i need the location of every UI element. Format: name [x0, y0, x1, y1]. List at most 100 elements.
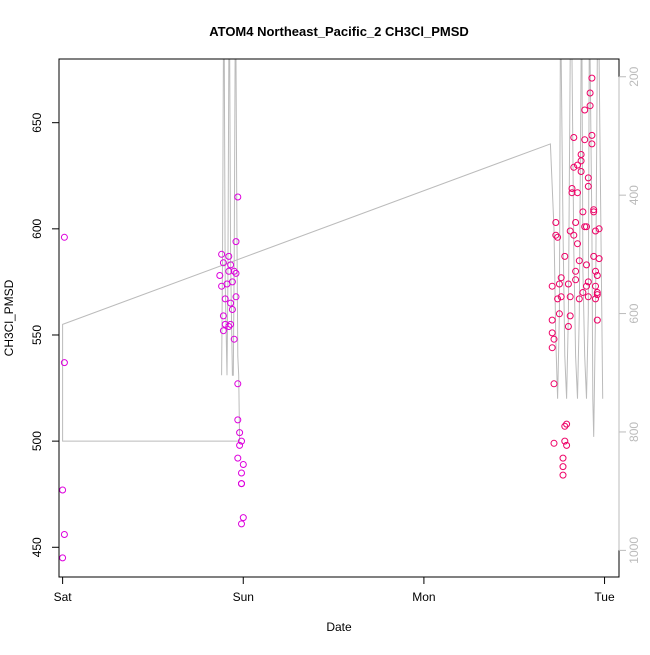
data-point	[561, 437, 569, 445]
data-point	[221, 295, 229, 303]
data-point	[592, 227, 599, 235]
data-point	[593, 289, 601, 296]
points-layer	[59, 74, 603, 562]
data-point	[586, 89, 594, 97]
data-point	[584, 278, 592, 286]
data-point	[588, 131, 596, 139]
data-point	[577, 168, 585, 175]
data-point	[588, 74, 596, 82]
data-point	[557, 293, 565, 301]
right-y-tick-label: 600	[627, 303, 641, 323]
data-point	[234, 380, 242, 388]
data-point	[579, 208, 587, 216]
data-point	[548, 282, 556, 290]
data-point	[234, 193, 242, 201]
data-point	[583, 261, 590, 269]
x-tick-label: Sat	[54, 590, 73, 604]
data-point	[552, 219, 560, 226]
data-point	[563, 420, 571, 428]
data-point	[592, 267, 599, 275]
data-point	[595, 255, 603, 263]
data-point	[574, 189, 581, 197]
data-point	[557, 274, 565, 282]
data-point	[590, 208, 598, 216]
data-point	[228, 306, 236, 313]
data-point	[232, 269, 240, 277]
data-point	[572, 276, 580, 284]
data-point	[584, 182, 592, 190]
y-tick-label: 550	[30, 325, 44, 345]
data-point	[550, 335, 558, 343]
data-point	[225, 323, 233, 330]
data-point	[227, 299, 235, 307]
data-point	[575, 257, 583, 265]
data-point	[236, 429, 244, 437]
data-point	[564, 280, 572, 288]
data-point	[566, 293, 574, 301]
data-point	[225, 252, 233, 260]
data-point	[555, 280, 563, 288]
data-point	[238, 469, 245, 477]
data-point	[554, 295, 562, 303]
data-point	[559, 454, 567, 462]
data-point	[230, 335, 238, 343]
data-point	[563, 441, 571, 449]
data-point	[550, 439, 558, 447]
data-point	[584, 174, 592, 182]
data-point	[227, 261, 235, 269]
x-tick-label: Mon	[412, 590, 435, 604]
y-axis: 450 500 550 600 650	[30, 112, 60, 557]
data-point	[561, 422, 569, 430]
data-point	[219, 259, 227, 267]
data-point	[60, 233, 68, 241]
data-point	[238, 480, 245, 488]
data-point	[566, 227, 574, 235]
right-y-tick-label: 1000	[627, 537, 641, 564]
data-point	[570, 163, 578, 171]
data-point	[584, 293, 592, 301]
data-point	[227, 320, 235, 328]
y-tick-label: 450	[30, 537, 44, 557]
data-point	[574, 161, 581, 169]
data-point	[572, 219, 580, 226]
data-point	[572, 267, 580, 275]
right-y-tick-label: 800	[627, 422, 641, 442]
data-point	[568, 185, 576, 192]
data-point	[238, 437, 245, 445]
chart-title: ATOM4 Northeast_Pacific_2 CH3Cl_PMSD	[209, 24, 469, 39]
data-point	[232, 293, 240, 301]
data-point	[586, 102, 594, 110]
x-tick-label: Tue	[594, 590, 615, 604]
data-point	[550, 380, 558, 388]
data-point	[234, 454, 242, 462]
data-point	[234, 416, 242, 424]
data-point	[236, 441, 244, 449]
data-point	[564, 323, 572, 330]
data-point	[566, 312, 574, 320]
data-point	[554, 233, 562, 241]
data-point	[59, 554, 67, 562]
data-point	[559, 463, 567, 471]
data-point	[593, 316, 601, 324]
data-point	[588, 140, 596, 148]
data-point	[548, 344, 556, 352]
y-tick-label: 650	[30, 112, 44, 132]
data-point	[219, 312, 227, 320]
data-point	[593, 272, 601, 279]
y-axis-title: CH3Cl_PMSD	[2, 279, 16, 356]
data-point	[581, 106, 589, 114]
x-axis-title: Date	[326, 620, 352, 634]
data-point	[583, 282, 590, 290]
data-point	[575, 295, 583, 303]
data-point	[60, 531, 68, 538]
data-point	[239, 461, 247, 468]
data-point	[221, 320, 229, 328]
right-y-tick-label: 400	[627, 185, 641, 205]
data-point	[581, 136, 589, 144]
data-point	[590, 206, 598, 214]
data-point	[60, 359, 68, 367]
data-point	[577, 157, 585, 165]
y-tick-label: 600	[30, 219, 44, 239]
